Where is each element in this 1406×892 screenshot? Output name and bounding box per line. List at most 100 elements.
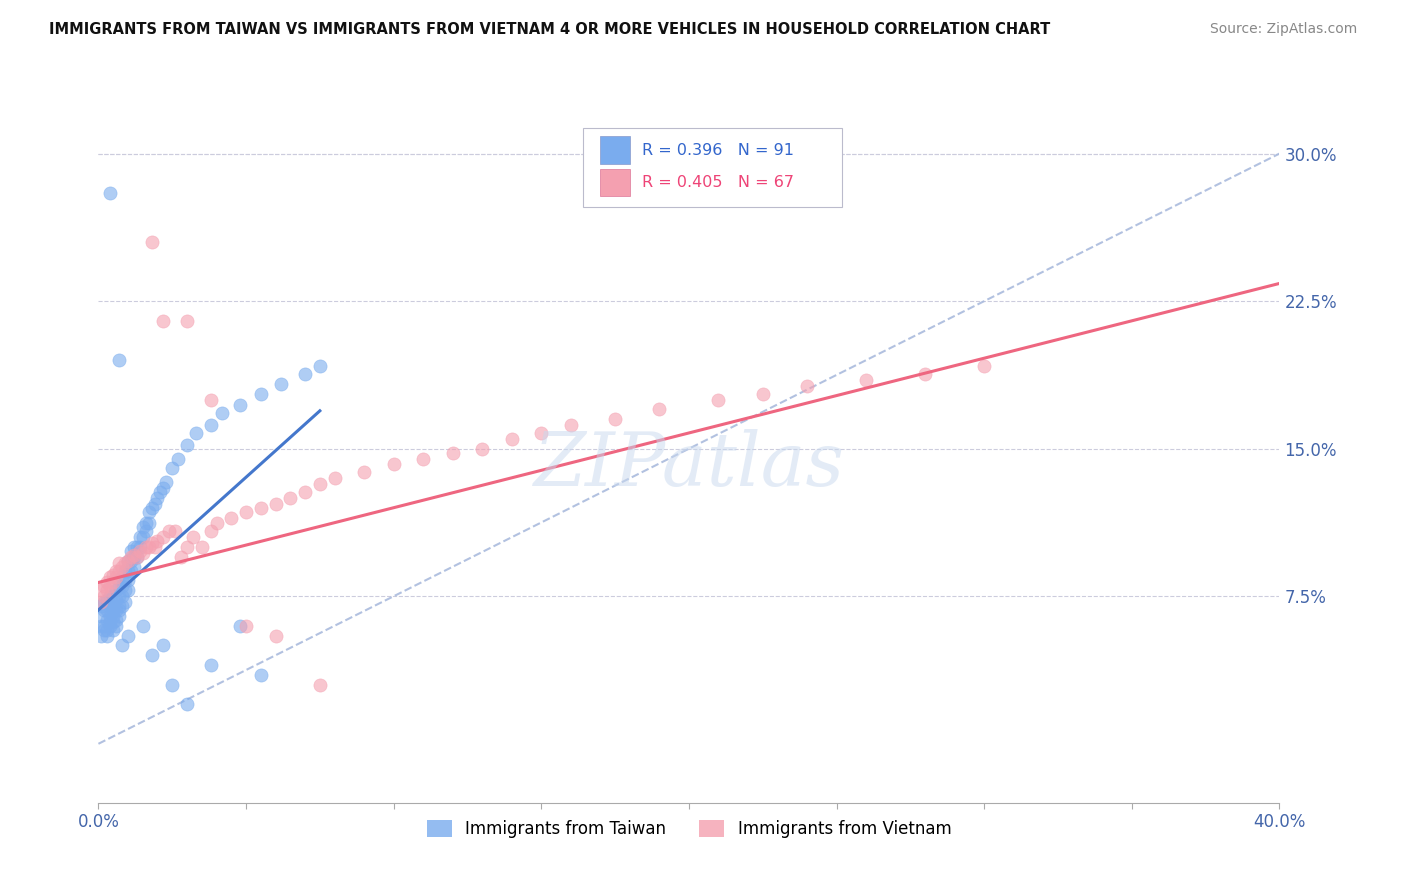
Point [90, 595, 112, 609]
Point [96, 629, 118, 643]
Point [96, 583, 118, 598]
Point [205, 516, 228, 531]
Point [176, 698, 198, 712]
Point [96, 613, 118, 627]
Point [108, 353, 131, 368]
Point [103, 567, 125, 582]
Point [162, 461, 183, 475]
Point [135, 540, 157, 554]
Point [146, 491, 169, 505]
Point [105, 569, 128, 583]
Point [125, 540, 148, 554]
Point [471, 442, 494, 456]
Text: R = 0.396   N = 91: R = 0.396 N = 91 [641, 143, 794, 158]
Point [120, 544, 142, 558]
Point [707, 392, 730, 407]
Point [105, 593, 128, 607]
Point [93, 589, 115, 603]
Point [96, 575, 118, 590]
Point [141, 648, 163, 663]
Point [152, 530, 174, 544]
Point [117, 583, 139, 598]
Text: Source: ZipAtlas.com: Source: ZipAtlas.com [1209, 22, 1357, 37]
Point [141, 235, 163, 249]
Point [200, 658, 222, 673]
Point [105, 603, 128, 617]
Point [138, 505, 160, 519]
Point [191, 540, 214, 554]
Point [120, 549, 142, 564]
Point [122, 559, 145, 574]
Point [114, 595, 136, 609]
Point [181, 530, 204, 544]
Point [114, 574, 136, 588]
Point [441, 445, 464, 459]
Point [560, 418, 582, 433]
Point [250, 500, 273, 515]
Point [103, 575, 125, 590]
Point [280, 491, 302, 505]
Point [125, 549, 148, 564]
Point [309, 359, 332, 373]
Point [250, 386, 273, 401]
Point [114, 583, 136, 598]
Point [152, 314, 174, 328]
Point [93, 595, 115, 609]
Point [141, 536, 163, 550]
Text: R = 0.405   N = 67: R = 0.405 N = 67 [641, 175, 794, 190]
Point [229, 619, 252, 633]
Point [103, 589, 125, 603]
Point [98, 579, 121, 593]
Point [103, 603, 125, 617]
Point [152, 639, 174, 653]
Point [93, 619, 115, 633]
Point [382, 458, 405, 472]
Point [200, 392, 222, 407]
Point [309, 678, 332, 692]
Point [105, 613, 128, 627]
Point [294, 367, 316, 381]
Point [264, 629, 287, 643]
Point [98, 599, 121, 613]
Point [120, 564, 142, 578]
Point [914, 367, 936, 381]
Legend: Immigrants from Taiwan, Immigrants from Vietnam: Immigrants from Taiwan, Immigrants from … [420, 814, 957, 845]
Point [309, 477, 332, 491]
Point [138, 540, 160, 554]
Text: IMMIGRANTS FROM TAIWAN VS IMMIGRANTS FROM VIETNAM 4 OR MORE VEHICLES IN HOUSEHOL: IMMIGRANTS FROM TAIWAN VS IMMIGRANTS FRO… [49, 22, 1050, 37]
Point [98, 589, 121, 603]
Point [105, 564, 128, 578]
Point [90, 599, 112, 613]
Point [264, 497, 287, 511]
Point [752, 386, 775, 401]
Point [108, 603, 131, 617]
Point [250, 668, 273, 682]
Point [108, 564, 131, 578]
Point [90, 619, 112, 633]
Point [143, 540, 166, 554]
Point [132, 530, 155, 544]
Point [323, 471, 346, 485]
Point [103, 608, 125, 623]
Point [98, 615, 121, 629]
Point [98, 608, 121, 623]
Point [98, 619, 121, 633]
Point [184, 425, 207, 440]
Point [235, 619, 257, 633]
Point [117, 564, 139, 578]
Point [200, 418, 222, 433]
Point [221, 510, 243, 524]
Point [167, 451, 190, 466]
Point [353, 465, 375, 479]
Point [111, 569, 134, 583]
Point [111, 559, 134, 574]
Point [117, 554, 139, 568]
Point [138, 516, 160, 531]
Point [125, 549, 148, 564]
Point [90, 629, 112, 643]
Point [149, 485, 172, 500]
Point [176, 438, 198, 452]
Point [96, 603, 118, 617]
Point [412, 451, 434, 466]
Point [114, 564, 136, 578]
